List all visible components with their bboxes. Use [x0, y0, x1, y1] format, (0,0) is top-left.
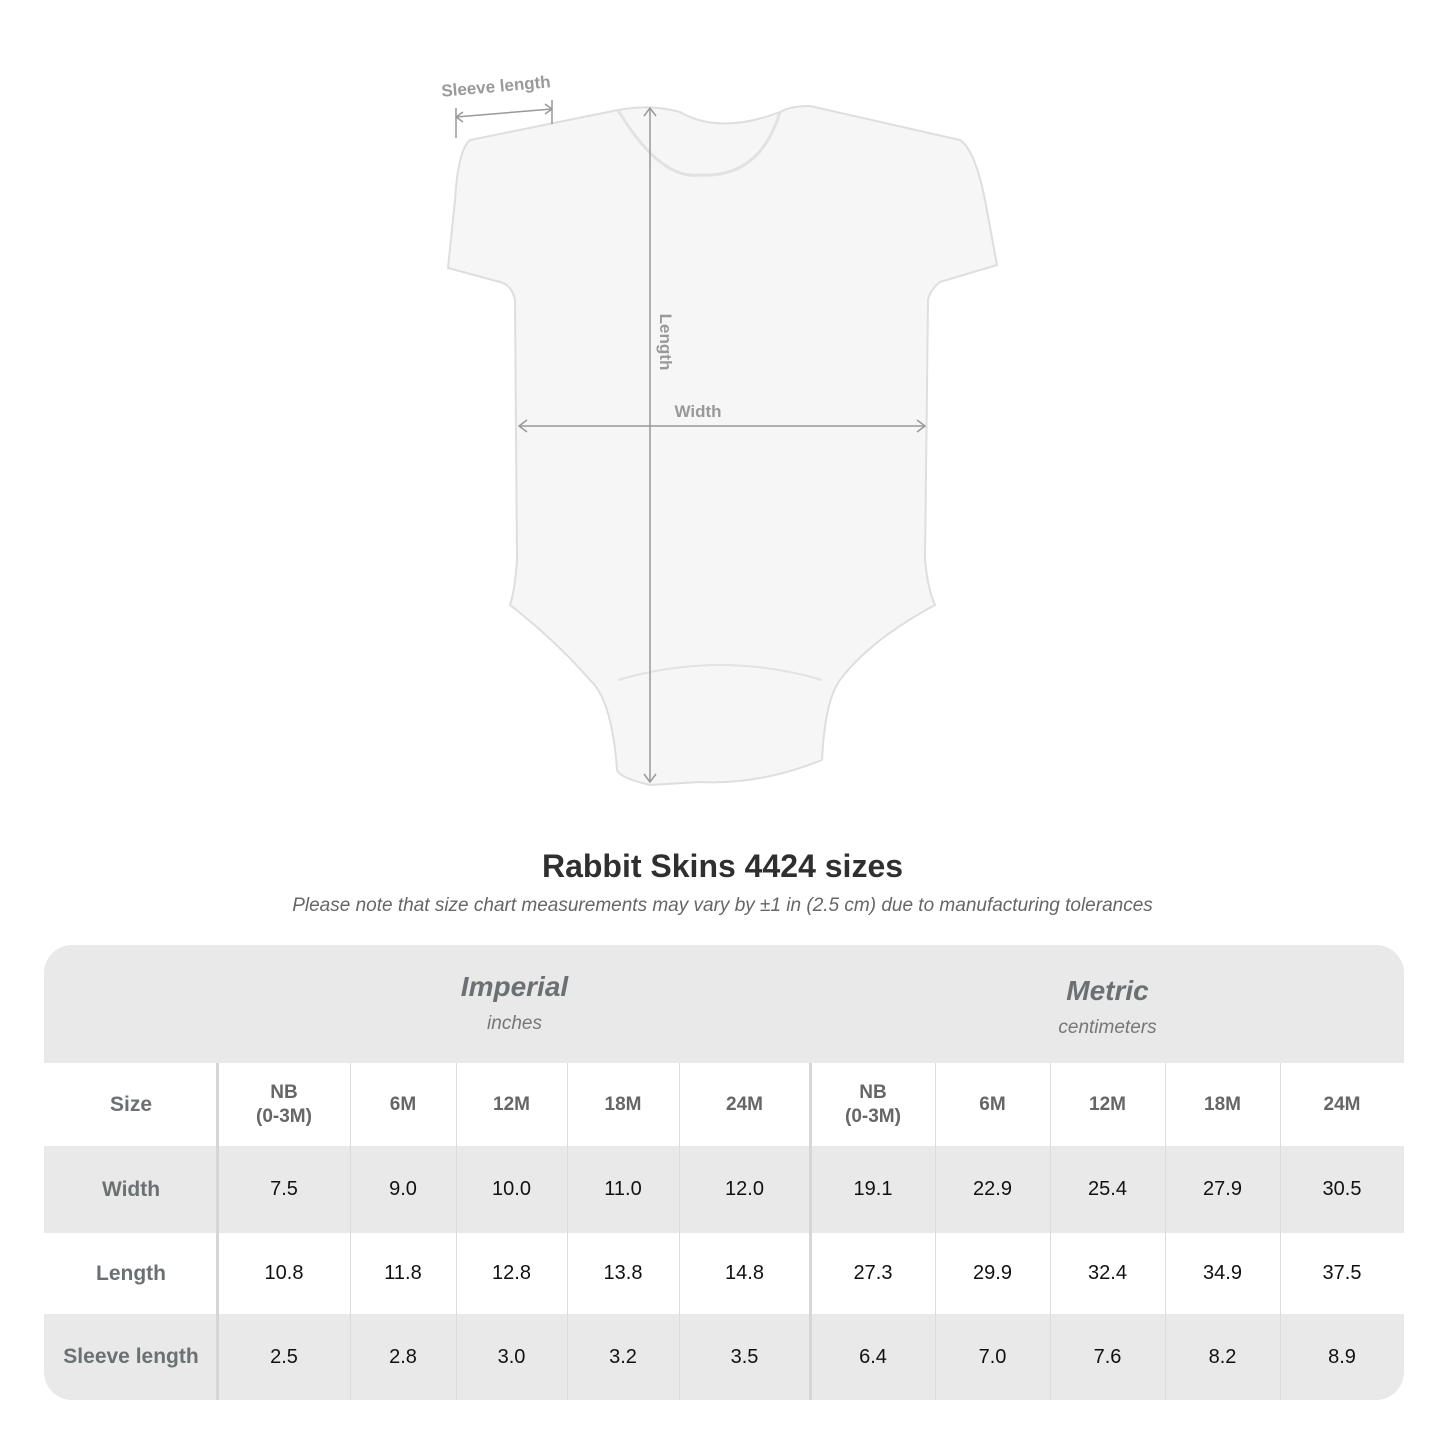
metric-value-cell: 7.0: [978, 1345, 1007, 1368]
imperial-value-cell: 3.2: [609, 1345, 637, 1368]
imperial-value-cell: 2.8: [389, 1345, 417, 1368]
row-label: Length: [96, 1261, 166, 1285]
column-divider: [1165, 1063, 1166, 1400]
imperial-unit: inches: [487, 1013, 542, 1034]
bodysuit-diagram: Sleeve length Length Width: [441, 72, 999, 787]
metric-header: Metric centimeters: [811, 975, 1404, 1039]
imperial-value-cell: 12.0: [725, 1178, 764, 1200]
column-divider: [567, 1063, 568, 1400]
imperial-size-header: 6M: [389, 1093, 417, 1115]
metric-size-header: 18M: [1204, 1093, 1241, 1115]
sleeve-measure-line: [455, 108, 553, 118]
imperial-value-cell: 12.8: [492, 1262, 531, 1284]
sleeve-label: Sleeve length: [441, 72, 552, 100]
imperial-value-cell: 10.8: [264, 1262, 304, 1284]
tolerance-note: Please note that size chart measurements…: [292, 895, 1153, 916]
column-divider: [1280, 1063, 1281, 1400]
width-label: Width: [674, 402, 721, 421]
metric-value-cell: 37.5: [1322, 1262, 1362, 1284]
column-divider: [216, 1063, 219, 1400]
imperial-value-cell: 7.5: [270, 1178, 298, 1200]
column-divider: [679, 1063, 680, 1400]
size-table: Imperial inches Metric centimeters Size …: [44, 945, 1404, 1400]
metric-size-header: 12M: [1089, 1093, 1126, 1115]
size-header: Size: [109, 1092, 153, 1116]
metric-size-header: 6M: [979, 1093, 1006, 1115]
imperial-title: Imperial: [460, 971, 569, 1002]
metric-value-cell: 8.2: [1208, 1345, 1237, 1368]
metric-value-cell: 30.5: [1322, 1178, 1362, 1200]
imperial-value-cell: 2.5: [270, 1345, 298, 1368]
metric-value-cell: 7.6: [1093, 1345, 1122, 1368]
row-label: Sleeve length: [63, 1345, 199, 1368]
metric-value-cell: 29.9: [973, 1262, 1012, 1284]
system-header-band: [44, 945, 1404, 1063]
column-divider: [1050, 1063, 1051, 1400]
imperial-value-cell: 9.0: [389, 1178, 417, 1200]
imperial-size-header: 18M: [604, 1093, 642, 1115]
metric-size-header: NB (0-3M): [845, 1081, 901, 1127]
column-divider: [350, 1063, 351, 1400]
row-label: Width: [101, 1177, 161, 1201]
metric-value-cell: 6.4: [859, 1345, 887, 1368]
imperial-value-cell: 3.0: [497, 1345, 526, 1368]
metric-size-header: 24M: [1323, 1093, 1361, 1115]
imperial-size-header: 12M: [493, 1093, 530, 1115]
metric-value-cell: 27.3: [853, 1262, 893, 1284]
imperial-value-cell: 13.8: [603, 1262, 643, 1284]
imperial-value-cell: 3.5: [730, 1345, 759, 1368]
column-divider: [809, 1063, 812, 1400]
metric-value-cell: 32.4: [1088, 1262, 1127, 1284]
imperial-value-cell: 14.8: [725, 1262, 764, 1284]
column-divider: [935, 1063, 936, 1400]
chart-title: Rabbit Skins 4424 sizes: [541, 848, 904, 884]
metric-unit: centimeters: [1058, 1017, 1157, 1038]
imperial-header: Imperial inches: [218, 971, 811, 1035]
imperial-value-cell: 10.0: [492, 1178, 531, 1200]
column-divider: [456, 1063, 457, 1400]
metric-value-cell: 34.9: [1203, 1262, 1242, 1284]
metric-value-cell: 22.9: [973, 1178, 1012, 1200]
imperial-value-cell: 11.0: [604, 1178, 642, 1200]
metric-value-cell: 19.1: [853, 1178, 893, 1200]
metric-value-cell: 8.9: [1328, 1345, 1356, 1368]
imperial-size-header: NB (0-3M): [256, 1081, 312, 1127]
row-band-width: [44, 1146, 1404, 1233]
imperial-value-cell: 11.8: [384, 1262, 422, 1284]
metric-value-cell: 25.4: [1088, 1178, 1127, 1200]
bodysuit-image: [446, 104, 999, 787]
length-label: Length: [656, 314, 675, 371]
metric-value-cell: 27.9: [1203, 1178, 1242, 1200]
row-band-sleeve: [44, 1314, 1404, 1400]
metric-title: Metric: [1066, 975, 1149, 1006]
imperial-size-header: 24M: [726, 1093, 763, 1115]
